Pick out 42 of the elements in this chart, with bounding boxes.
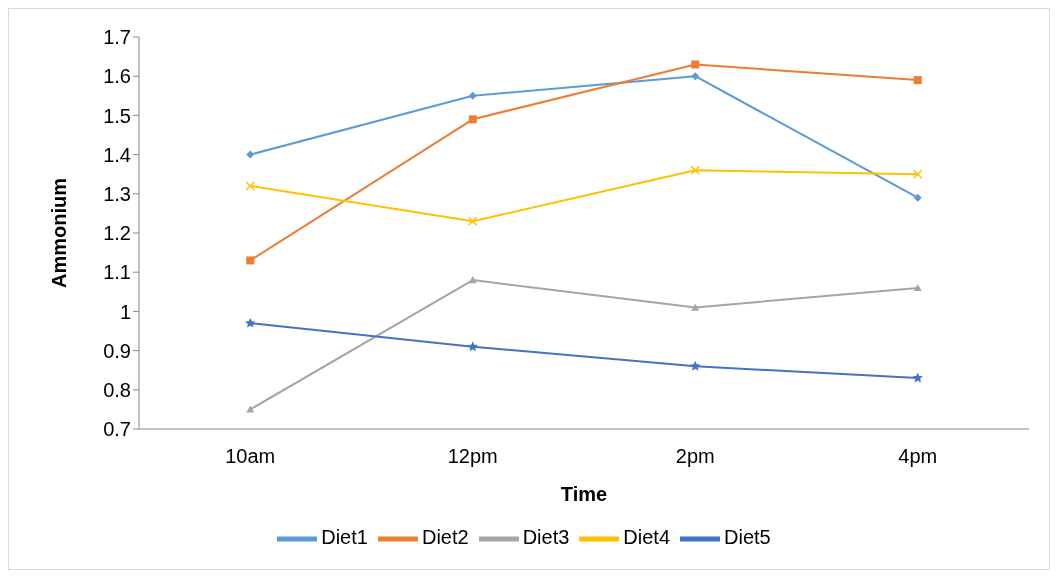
y-tick-label: 1.3: [103, 182, 131, 205]
point: [913, 76, 922, 85]
point: [468, 115, 477, 124]
point: [468, 276, 477, 284]
point: [690, 165, 700, 176]
y-tick-label: 1.2: [103, 222, 131, 245]
y-tick-label: 0.7: [103, 418, 131, 441]
x-tick-label: 12pm: [447, 445, 498, 468]
point: [246, 256, 255, 265]
y-tick-label: 1.7: [103, 26, 131, 49]
y-tick-label: 1: [119, 300, 131, 323]
point: [468, 216, 478, 226]
point: [913, 169, 923, 179]
y-tick-label: 1.1: [103, 261, 131, 284]
point: [913, 193, 922, 202]
legend-label: Diet4: [623, 526, 671, 549]
x-tick-label: 10am: [225, 445, 276, 468]
point: [468, 91, 477, 100]
y-tick-label: 1.6: [103, 65, 131, 88]
point: [691, 60, 700, 69]
x-tick-label: 2pm: [675, 445, 715, 468]
point: [245, 181, 255, 191]
point: [690, 360, 701, 371]
point: [246, 150, 255, 159]
legend-label: Diet3: [522, 526, 570, 549]
point: [691, 72, 700, 81]
legend-label: Diet1: [321, 526, 368, 549]
legend-label: Diet5: [724, 526, 771, 549]
point: [913, 283, 922, 292]
x-tick-label: 4pm: [898, 445, 938, 468]
x-axis-title: Time: [560, 483, 608, 505]
y-tick-label: 1.5: [103, 104, 131, 127]
point: [245, 317, 256, 328]
y-axis-title: Ammonium: [48, 178, 71, 288]
point: [467, 341, 478, 352]
point: [912, 372, 923, 383]
y-tick-label: 0.9: [103, 339, 131, 362]
legend-label: Diet2: [421, 526, 469, 549]
y-tick-label: 0.8: [103, 378, 131, 401]
point: [246, 405, 255, 413]
point: [691, 303, 700, 311]
y-tick-label: 1.4: [103, 143, 131, 166]
